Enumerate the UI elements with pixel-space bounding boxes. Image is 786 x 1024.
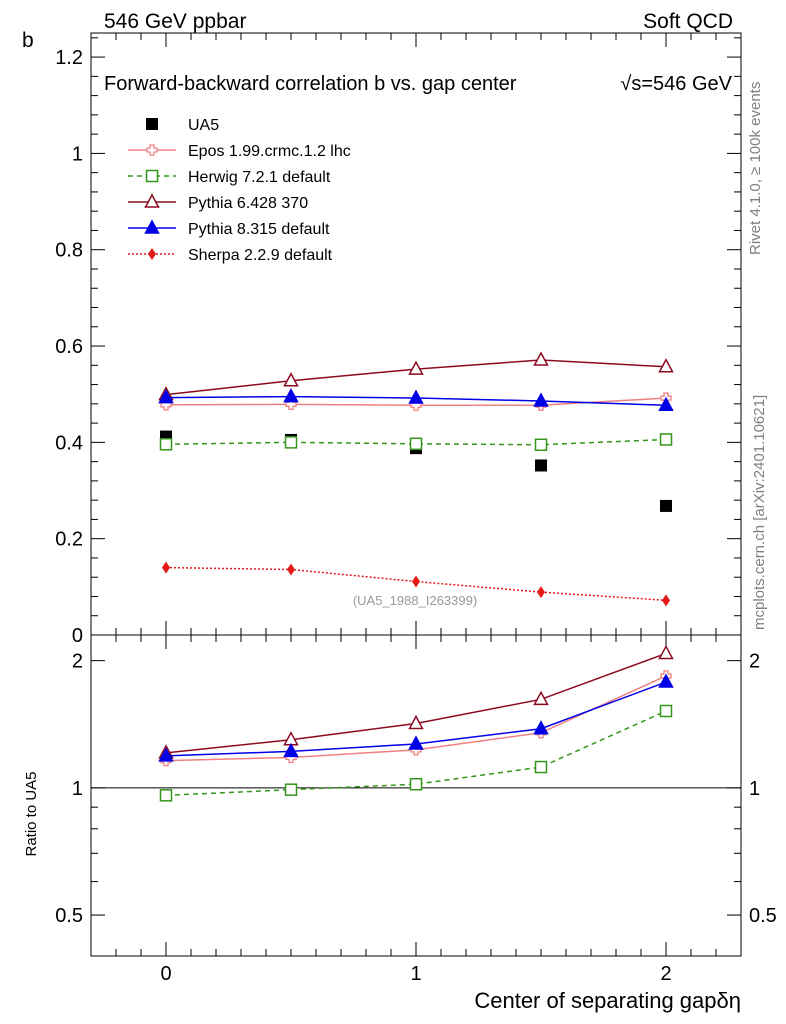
series-sherpa-2-2-9-default [162, 561, 670, 607]
data-point [287, 563, 295, 576]
data-point [658, 396, 674, 412]
data-point [658, 644, 674, 660]
legend-label: Pythia 8.315 default [188, 221, 330, 238]
data-point [283, 388, 299, 403]
legend-item-sherpa-2-2-9-default: Sherpa 2.2.9 default [128, 247, 333, 264]
data-point [158, 388, 174, 404]
legend-label: UA5 [188, 117, 219, 134]
legend-item-pythia-8-315-default: Pythia 8.315 default [128, 219, 330, 238]
legend-marker [145, 169, 159, 183]
data-point [662, 594, 670, 607]
data-point [284, 783, 298, 796]
legend-item-herwig-7-2-1-default: Herwig 7.2.1 default [128, 169, 331, 186]
data-point [159, 789, 173, 802]
ratio-ytick-label: 1 [72, 778, 83, 800]
ratio-ytick-label: 2 [72, 651, 83, 673]
data-point [658, 358, 674, 373]
xtick-label: 0 [160, 963, 171, 985]
main-title-energy: √s=546 GeV [620, 73, 732, 95]
main-ytick-label: 0 [72, 625, 83, 647]
data-point [537, 586, 545, 599]
rivet-label: Rivet 4.1.0, ≥ 100k events [747, 82, 764, 255]
data-point [535, 459, 547, 472]
series-pythia-8-315-default [158, 673, 674, 762]
legend-item-pythia-6-428-370: Pythia 6.428 370 [128, 193, 308, 212]
legend-label: Sherpa 2.2.9 default [188, 247, 333, 264]
data-point [659, 704, 673, 718]
ratio-ytick-label-right: 0.5 [749, 905, 777, 927]
ratio-y-axis-label: Ratio to UA5 [23, 771, 40, 856]
series-line-herwig-7-2-1-default [165, 438, 667, 446]
legend-label: Epos 1.99.crmc.1.2 lhc [188, 143, 351, 160]
data-point [534, 760, 548, 774]
main-ytick-label: 0.8 [55, 240, 83, 262]
series-herwig-7-2-1-default [159, 704, 673, 802]
ratio-plot-frame [90, 634, 742, 957]
ratio-ytick-label-right: 1 [749, 778, 760, 800]
legend-marker [146, 118, 158, 130]
data-point [533, 392, 549, 407]
ratio-ytick-label-right: 2 [749, 651, 760, 673]
data-point [408, 360, 424, 375]
legend-item-epos-1-99-crmc-1-2-lhc: Epos 1.99.crmc.1.2 lhc [128, 143, 351, 160]
legend-marker [148, 248, 156, 260]
series-pythia-6-428-370 [158, 644, 674, 759]
main-ytick-label: 0.4 [55, 432, 83, 454]
data-point [533, 351, 549, 366]
main-ytick-label: 1.2 [55, 47, 83, 69]
data-point [159, 438, 173, 451]
series-line-sherpa-2-2-9-default [165, 566, 667, 602]
x-axis-label: Center of separating gapδη [474, 988, 741, 1013]
data-point [412, 575, 420, 588]
data-point [283, 372, 299, 387]
legend-label: Herwig 7.2.1 default [188, 169, 331, 186]
legend-marker [144, 193, 160, 208]
main-ytick-label: 1 [72, 143, 83, 165]
legend-item-ua5: UA5 [146, 117, 219, 134]
main-plot-panel: 0 0.2 0.4 0.6 0.8 1 1.2 (UA5_1988_I263399) UA5… [55, 32, 742, 647]
data-point [408, 735, 424, 750]
series-pythia-6-428-370 [158, 351, 674, 401]
data-point [533, 720, 549, 735]
header-left: 546 GeV ppbar [104, 10, 246, 33]
main-ticks: 0 0.2 0.4 0.6 0.8 1 1.2 [55, 33, 742, 647]
main-ytick-label: 0.2 [55, 529, 83, 551]
series-line-herwig-7-2-1-default [165, 710, 667, 797]
data-point [162, 561, 170, 574]
y-axis-label: b [22, 29, 34, 52]
data-point [409, 437, 423, 451]
data-point [659, 433, 673, 446]
data-point [408, 389, 424, 404]
ratio-plot-panel: 0 1 2 0.5 0.5 1 1 2 2 [55, 634, 777, 985]
main-ytick-label: 0.6 [55, 336, 83, 358]
data-point [283, 742, 299, 758]
data-point [158, 747, 174, 762]
data-point [284, 436, 298, 449]
ratio-series-layer [158, 644, 674, 802]
series-pythia-8-315-default [158, 388, 674, 412]
data-point [660, 499, 672, 512]
analysis-annotation: (UA5_1988_I263399) [353, 593, 477, 608]
legend-marker [144, 219, 160, 234]
data-point [534, 438, 548, 452]
data-point [409, 777, 423, 791]
series-herwig-7-2-1-default [159, 433, 673, 452]
main-series-layer [158, 351, 674, 607]
main-title: Forward-backward correlation b vs. gap c… [104, 73, 733, 95]
header-right: Soft QCD [643, 10, 733, 33]
legend-marker [146, 144, 158, 156]
data-point [408, 714, 424, 730]
xtick-label: 1 [410, 963, 421, 985]
data-point [533, 690, 549, 706]
legend-label: Pythia 6.428 370 [188, 195, 308, 212]
main-title-text: Forward-backward correlation b vs. gap c… [104, 73, 517, 95]
mcplots-label: mcplots.cern.ch [arXiv:2401.10621] [751, 395, 768, 630]
legend: UA5 Epos 1.99.crmc.1.2 lhc Herwig 7.2.1 de… [128, 117, 351, 264]
ratio-ytick-label: 0.5 [55, 905, 83, 927]
xtick-label: 2 [660, 963, 671, 985]
data-point [658, 673, 674, 688]
